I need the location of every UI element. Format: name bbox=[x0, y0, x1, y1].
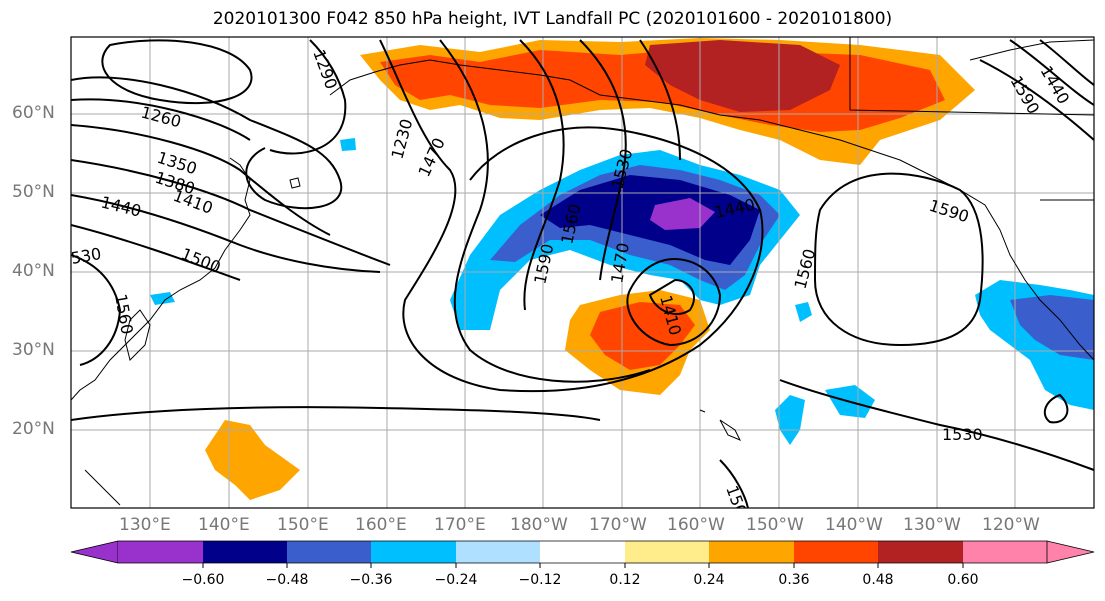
lat-label: 40°N bbox=[12, 261, 55, 281]
colorbar-tick-label: 0.24 bbox=[693, 572, 725, 588]
colorbar-tick-label: −0.24 bbox=[434, 572, 478, 588]
map-frame bbox=[70, 36, 1095, 509]
lon-label: 140°E bbox=[198, 515, 250, 535]
colorbar-swatch bbox=[456, 541, 540, 563]
lat-label: 20°N bbox=[12, 419, 55, 439]
coastlines bbox=[71, 37, 1094, 506]
colorbar-swatch bbox=[203, 541, 287, 563]
colorbar-tick-label: −0.48 bbox=[265, 572, 309, 588]
colorbar-swatch bbox=[794, 541, 878, 563]
colorbar-swatch bbox=[371, 541, 456, 563]
lon-label: 170°W bbox=[589, 515, 647, 535]
lon-label: 160°W bbox=[667, 515, 725, 535]
colorbar-tick-label: 0.12 bbox=[609, 572, 641, 588]
map-title: 2020101300 F042 850 hPa height, IVT Land… bbox=[212, 9, 893, 29]
colorbar-tick-label: 0.60 bbox=[947, 572, 979, 588]
map-content: 1290 1260 1350 1380 1410 1440 1500 530 1… bbox=[71, 37, 1094, 508]
colorbar-swatch bbox=[709, 541, 794, 563]
lon-label: 130°W bbox=[903, 515, 961, 535]
contour-label: 1530 bbox=[942, 425, 983, 444]
colorbar-tick-label: 0.36 bbox=[778, 572, 810, 588]
lon-label: 180°W bbox=[510, 515, 568, 535]
lat-label: 60°N bbox=[12, 103, 55, 123]
colorbar bbox=[70, 540, 1095, 568]
colorbar-swatch bbox=[540, 541, 625, 563]
ivt-negative-shading bbox=[150, 138, 1094, 445]
lon-label: 120°W bbox=[982, 515, 1040, 535]
colorbar-swatch bbox=[287, 541, 371, 563]
colorbar-swatch bbox=[878, 541, 963, 563]
lon-label: 130°E bbox=[119, 515, 171, 535]
colorbar-extend-low bbox=[70, 540, 119, 564]
lat-label: 30°N bbox=[12, 340, 55, 360]
lon-label: 170°E bbox=[434, 515, 486, 535]
colorbar-tick-label: 0.48 bbox=[862, 572, 894, 588]
height-contours bbox=[71, 39, 1094, 508]
lon-label: 150°W bbox=[746, 515, 804, 535]
colorbar-swatch bbox=[625, 541, 709, 563]
colorbar-swatch bbox=[963, 541, 1047, 563]
colorbar-swatch bbox=[118, 541, 203, 563]
colorbar-tick-label: −0.36 bbox=[349, 572, 393, 588]
lat-label: 50°N bbox=[12, 182, 55, 202]
lon-label: 160°E bbox=[355, 515, 407, 535]
lon-label: 150°E bbox=[277, 515, 329, 535]
colorbar-tick-label: −0.60 bbox=[181, 572, 225, 588]
ivt-positive-shading bbox=[205, 38, 975, 500]
colorbar-tick-label: −0.12 bbox=[518, 572, 562, 588]
lon-label: 140°W bbox=[825, 515, 883, 535]
colorbar-extend-high bbox=[1046, 540, 1095, 564]
